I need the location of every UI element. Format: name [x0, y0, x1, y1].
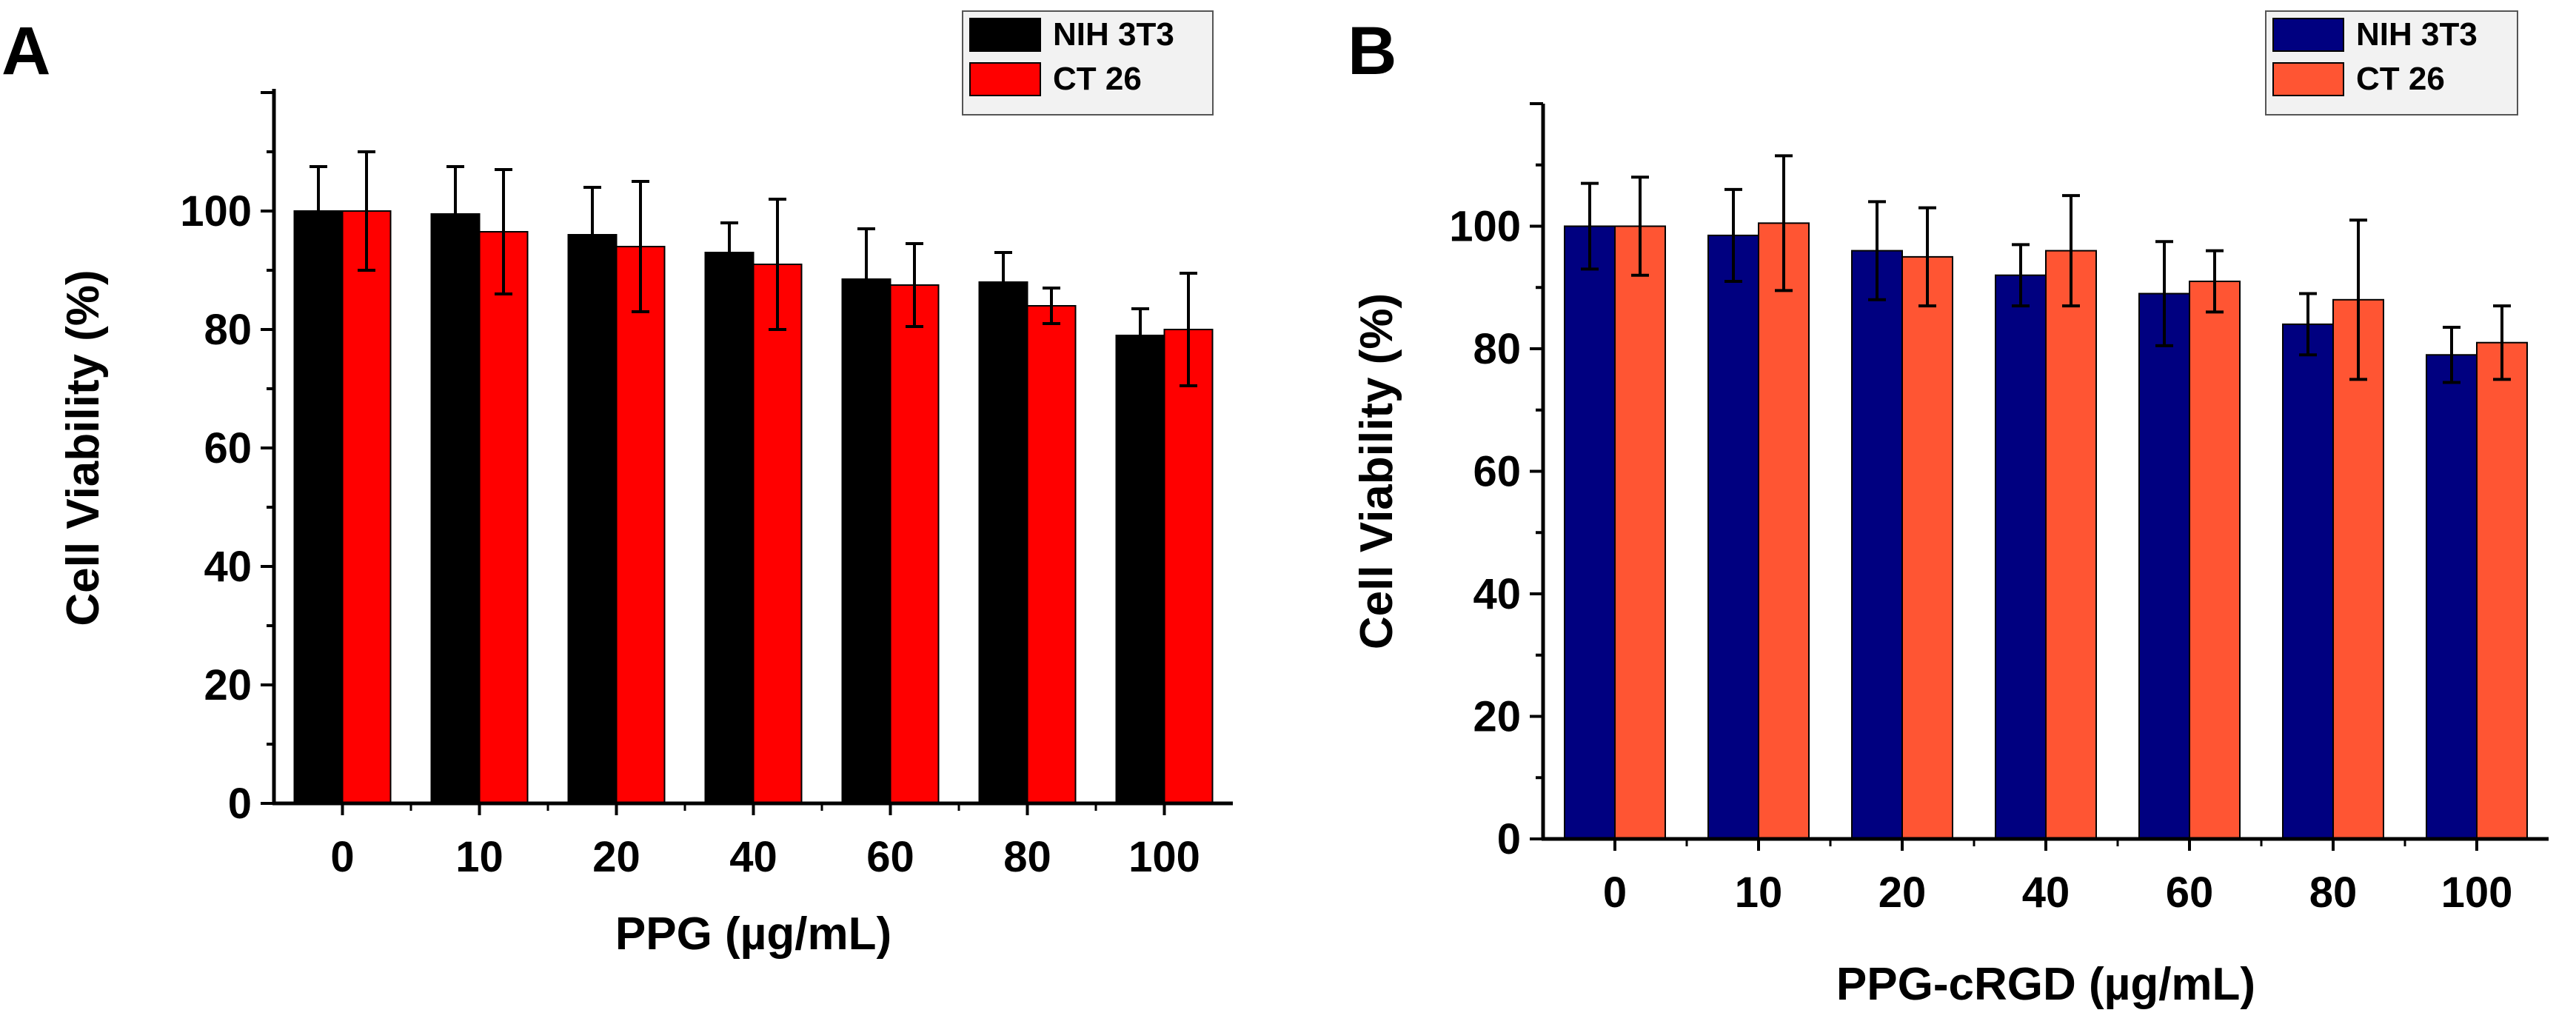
x-axis-title: PPG (µg/mL) [615, 909, 891, 960]
bar-ct26-20 [1901, 255, 1953, 840]
bar-ct26-100 [1163, 329, 1214, 804]
bar-nih3t3-60 [2138, 292, 2190, 840]
bar-nih3t3-0 [1564, 225, 1616, 840]
bar-ct26-80 [1026, 305, 1077, 804]
x-tick-label-0: 0 [1603, 869, 1627, 917]
bar-ct26-0 [1614, 225, 1666, 840]
bar-ct26-40 [752, 264, 803, 804]
bar-nih3t3-40 [1995, 274, 2047, 840]
bar-ct26-80 [2332, 298, 2384, 840]
bar-ct26-60 [2189, 280, 2241, 840]
legend-label-ct26: CT 26 [2356, 61, 2445, 97]
bar-ct26-10 [1758, 222, 1810, 840]
legend-label-ct26: CT 26 [1053, 61, 1142, 97]
x-tick-label-100: 100 [1128, 833, 1200, 881]
legend-swatch-ct26 [2272, 62, 2344, 96]
y-tick-label-60: 60 [1473, 448, 1521, 496]
x-tick-label-60: 60 [2166, 869, 2214, 917]
bar-nih3t3-80 [2282, 323, 2334, 840]
y-tick-label-20: 20 [1473, 693, 1521, 741]
legend-swatch-nih3t3 [2272, 18, 2344, 52]
x-tick-label-80: 80 [2309, 869, 2358, 917]
y-tick-label-0: 0 [1497, 815, 1521, 863]
legend-swatch-ct26 [969, 62, 1041, 96]
x-tick-label-40: 40 [2022, 869, 2070, 917]
y-tick-label-60: 60 [204, 424, 252, 472]
bar-nih3t3-80 [978, 281, 1028, 804]
bar-ct26-10 [478, 231, 529, 804]
x-tick-label-60: 60 [866, 833, 914, 881]
x-tick-label-100: 100 [2441, 869, 2513, 917]
x-tick-label-80: 80 [1003, 833, 1051, 881]
panel-b: B 0 20 40 60 80 100 0 10 20 40 60 80 100 PPG-cRGD (µg… [1288, 0, 2576, 1023]
bar-ct26-40 [2045, 250, 2097, 840]
x-tick-label-20: 20 [592, 833, 640, 881]
legend-swatch-nih3t3 [969, 18, 1041, 52]
bar-nih3t3-100 [1115, 335, 1165, 804]
legend-label-nih3t3: NIH 3T3 [2356, 16, 2478, 53]
x-tick-label-40: 40 [729, 833, 777, 881]
panel-a: A 0 20 40 60 80 100 0 10 20 40 60 80 100 PPG (µg/mL) C… [0, 0, 1288, 1023]
y-tick-label-40: 40 [204, 543, 252, 591]
bar-nih3t3-40 [704, 252, 755, 804]
bar-nih3t3-20 [1851, 250, 1903, 840]
x-tick-label-0: 0 [330, 833, 354, 881]
x-tick-label-10: 10 [455, 833, 504, 881]
chart-a: A 0 20 40 60 80 100 0 10 20 40 60 80 100 PPG (µg/mL) C… [1, 10, 1233, 960]
bar-nih3t3-10 [430, 213, 481, 804]
y-tick-label-20: 20 [204, 661, 252, 709]
x-tick-label-20: 20 [1879, 869, 1927, 917]
y-tick-label-80: 80 [204, 306, 252, 354]
bar-ct26-0 [341, 210, 392, 804]
bar-nih3t3-20 [567, 234, 618, 804]
bar-nih3t3-100 [2426, 354, 2478, 840]
y-axis-title: Cell Viability (%) [58, 270, 109, 626]
bar-ct26-20 [615, 246, 666, 804]
panel-label-b: B [1348, 13, 1396, 89]
bar-nih3t3-0 [293, 210, 344, 804]
y-tick-label-40: 40 [1473, 570, 1521, 618]
y-tick-label-0: 0 [228, 780, 252, 828]
y-tick-label-100: 100 [1449, 203, 1521, 251]
y-tick-label-80: 80 [1473, 325, 1521, 373]
chart-b: B 0 20 40 60 80 100 0 10 20 40 60 80 100 PPG-cRGD (µg… [1348, 10, 2549, 1010]
legend-label-nih3t3: NIH 3T3 [1053, 16, 1174, 53]
y-tick-label-100: 100 [180, 187, 252, 235]
x-tick-label-10: 10 [1735, 869, 1783, 917]
bar-ct26-60 [889, 284, 940, 804]
bar-ct26-100 [2476, 341, 2528, 840]
bar-nih3t3-10 [1707, 234, 1759, 840]
y-axis-title: Cell Viability (%) [1351, 293, 1402, 649]
bar-nih3t3-60 [841, 278, 891, 804]
panel-label-a: A [1, 13, 50, 89]
x-axis-title: PPG-cRGD (µg/mL) [1836, 959, 2255, 1010]
